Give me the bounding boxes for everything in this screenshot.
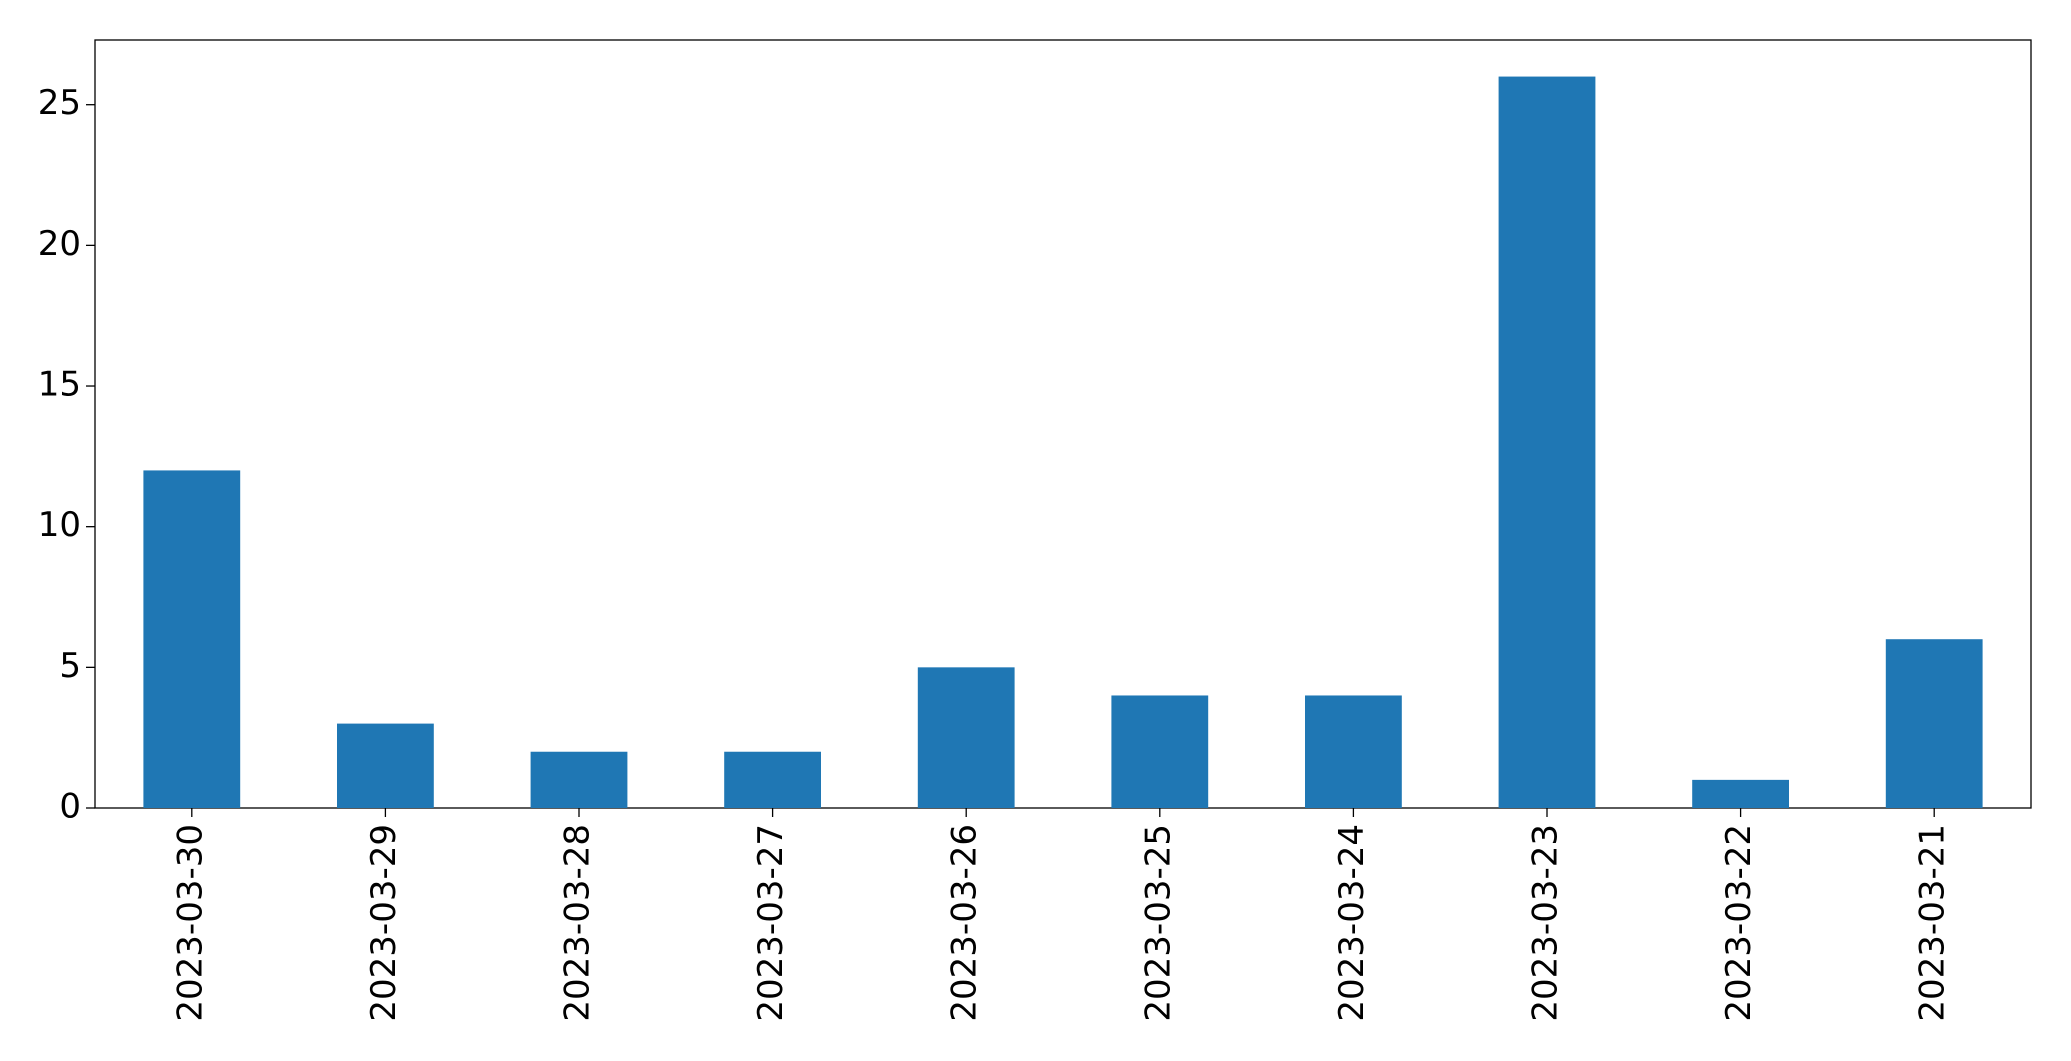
x-tick-label: 2023-03-24 — [1332, 824, 1372, 1022]
bar — [337, 723, 434, 808]
bar — [724, 751, 821, 808]
bar — [530, 751, 628, 808]
bar — [1692, 779, 1789, 808]
y-tick-label: 15 — [38, 365, 81, 405]
x-tick-label: 2023-03-21 — [1913, 824, 1953, 1022]
bar — [1305, 695, 1402, 808]
bar — [1111, 695, 1209, 808]
bar — [143, 470, 241, 808]
bar — [1498, 76, 1596, 809]
bar — [1885, 639, 1983, 808]
plot-frame — [94, 39, 2032, 809]
x-tick-label: 2023-03-26 — [945, 824, 985, 1022]
y-tick-label: 0 — [59, 787, 81, 827]
x-tick-label: 2023-03-30 — [170, 824, 210, 1022]
x-tick-label: 2023-03-22 — [1719, 824, 1759, 1022]
y-tick-label: 5 — [59, 646, 81, 686]
x-tick-label: 2023-03-27 — [751, 824, 791, 1022]
x-tick-label: 2023-03-23 — [1526, 824, 1566, 1022]
x-tick-label: 2023-03-28 — [558, 824, 598, 1022]
bar — [917, 667, 1015, 808]
y-tick-label: 10 — [38, 505, 81, 545]
y-tick-label: 25 — [38, 83, 81, 123]
x-tick-label: 2023-03-25 — [1138, 824, 1178, 1022]
x-tick-label: 2023-03-29 — [364, 824, 404, 1022]
y-tick-label: 20 — [38, 224, 81, 264]
